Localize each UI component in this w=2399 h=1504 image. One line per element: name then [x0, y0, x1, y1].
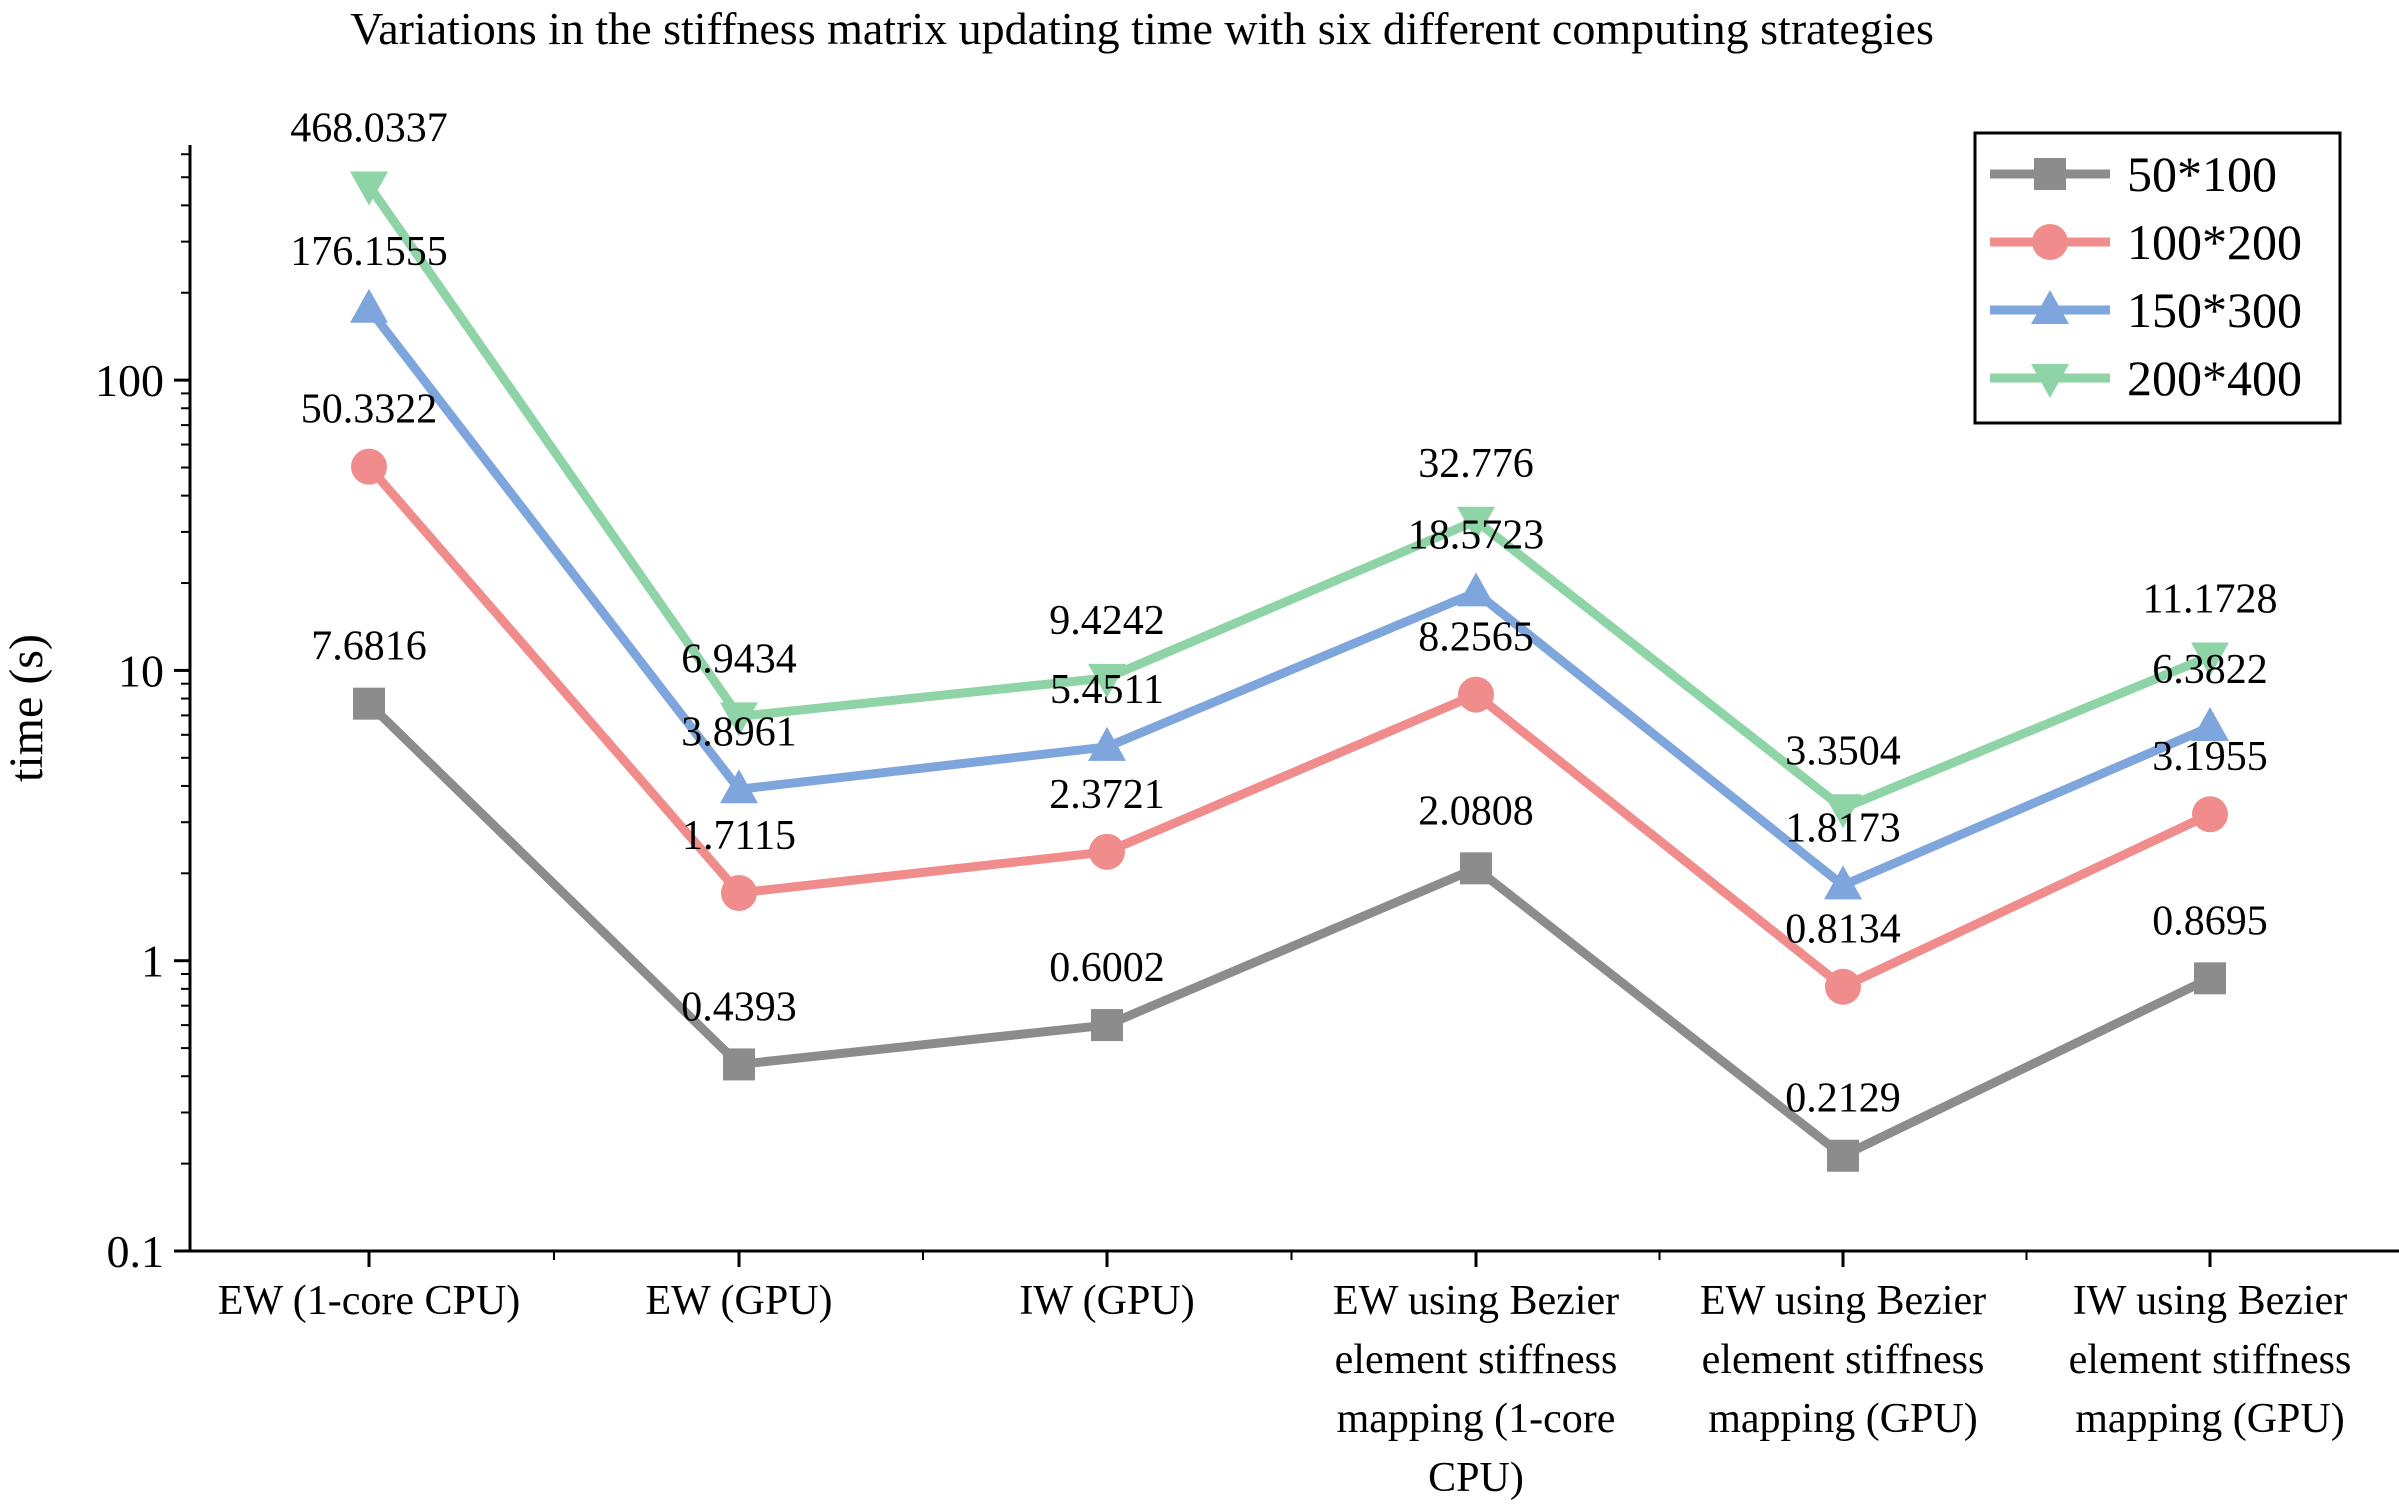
- data-label: 0.6002: [1049, 945, 1165, 991]
- data-labels: 7.6816 0.4393 0.6002 2.0808 0.2129 0.8695 50.3…: [290, 106, 2277, 1122]
- x-category-label-line: EW using Bezier: [1700, 1278, 1986, 1324]
- series-200*400: [350, 171, 2229, 829]
- data-label: 0.4393: [681, 984, 797, 1030]
- x-category-label: EW using Bezier element stiffness mapping …: [1700, 1278, 1986, 1442]
- data-label: 32.776: [1418, 441, 1534, 487]
- data-point-marker: [1089, 833, 1125, 870]
- data-label: 6.3822: [2152, 647, 2268, 693]
- x-category-label-line: EW (1-core CPU): [218, 1278, 520, 1324]
- x-category-label-line: EW using Bezier: [1333, 1278, 1619, 1324]
- data-label: 1.7115: [682, 813, 796, 859]
- data-label: 2.3721: [1049, 772, 1165, 818]
- data-point-marker: [721, 874, 757, 911]
- data-point-marker: [1091, 1009, 1123, 1042]
- x-category-label-line: CPU): [1428, 1455, 1524, 1501]
- legend-item: 100*200: [1990, 214, 2302, 270]
- data-point-marker: [1088, 726, 1126, 761]
- chart-title: Variations in the stiffness matrix updat…: [350, 3, 1934, 54]
- data-label: 8.2565: [1418, 615, 1534, 661]
- x-category-label: EW using Bezier element stiffness mapping …: [1333, 1278, 1619, 1501]
- legend-marker: [2032, 224, 2068, 260]
- y-axis-title: time (s): [0, 634, 53, 782]
- data-point-marker: [720, 702, 758, 737]
- y-tick-label: 100: [95, 355, 164, 406]
- x-category-label-line: element stiffness: [1702, 1337, 1985, 1383]
- x-category-label-line: element stiffness: [1335, 1337, 1618, 1383]
- data-label: 5.4511: [1050, 667, 1164, 713]
- series-line: [364, 462, 2215, 992]
- data-label: 11.1728: [2143, 576, 2278, 622]
- data-label: 468.0337: [290, 106, 448, 152]
- legend-item: 50*100: [1990, 146, 2277, 202]
- data-label: 2.0808: [1418, 788, 1534, 834]
- data-point-marker: [1460, 852, 1492, 885]
- data-point-marker: [1825, 968, 1861, 1005]
- data-label: 18.5723: [1408, 512, 1545, 558]
- axes: 0.1 1 10 100 EW (1-core CPU) EW (GPU) IW (GPU)…: [95, 145, 2399, 1501]
- y-tick-label: 1: [141, 936, 164, 987]
- x-category-label-line: EW (GPU): [645, 1278, 832, 1324]
- data-label: 3.1955: [2152, 734, 2268, 780]
- data-point-marker: [353, 687, 385, 720]
- legend-item: 200*400: [1990, 350, 2302, 406]
- data-label: 0.2129: [1785, 1076, 1901, 1122]
- series-100*200: [351, 448, 2228, 1005]
- series-150*300: [350, 288, 2229, 900]
- data-point-marker: [2194, 962, 2226, 995]
- x-category-label: IW using Bezier element stiffness mapping …: [2069, 1278, 2352, 1442]
- data-point-marker: [2191, 642, 2229, 677]
- y-tick-label: 0.1: [107, 1226, 165, 1277]
- series-layer: [350, 171, 2229, 1172]
- data-point-marker: [1457, 506, 1495, 541]
- legend-label: 200*400: [2127, 350, 2302, 406]
- legend-label: 50*100: [2127, 146, 2277, 202]
- data-point-marker: [1088, 663, 1126, 698]
- data-label: 7.6816: [311, 624, 427, 670]
- legend-label: 100*200: [2127, 214, 2302, 270]
- data-label: 0.8695: [2152, 898, 2268, 944]
- data-label: 50.3322: [301, 387, 438, 433]
- legend-item: 150*300: [1990, 282, 2302, 338]
- data-label: 0.8134: [1785, 907, 1901, 953]
- data-label: 3.3504: [1785, 728, 1901, 774]
- data-point-marker: [1457, 572, 1495, 607]
- x-category-label: EW (1-core CPU): [218, 1278, 520, 1324]
- data-point-marker: [2191, 707, 2229, 742]
- data-point-marker: [1458, 676, 1494, 713]
- data-label: 6.9434: [681, 636, 797, 682]
- data-point-marker: [351, 448, 387, 485]
- legend-marker: [2031, 364, 2069, 398]
- legend[interactable]: 50*100 100*200 150*300 200*400: [1973, 131, 2342, 425]
- data-point-marker: [720, 769, 758, 804]
- data-point-marker: [1827, 1139, 1859, 1172]
- x-category-label-line: IW using Bezier: [2073, 1278, 2347, 1324]
- series-line: [364, 304, 2215, 890]
- x-category-label-line: mapping (GPU): [2075, 1396, 2344, 1442]
- data-point-marker: [1824, 865, 1862, 900]
- x-category-label: EW (GPU): [645, 1278, 832, 1324]
- data-point-marker: [723, 1048, 755, 1081]
- data-label: 9.4242: [1049, 598, 1165, 644]
- x-category-label-line: mapping (1-core: [1337, 1396, 1616, 1442]
- legend-marker: [2034, 158, 2066, 190]
- data-label: 176.1555: [290, 229, 448, 275]
- series-line: [364, 181, 2215, 813]
- series-line: [364, 699, 2215, 1161]
- data-point-marker: [350, 171, 388, 206]
- legend-marker: [2031, 290, 2069, 324]
- x-category-label-line: mapping (GPU): [1708, 1396, 1977, 1442]
- data-point-marker: [2192, 796, 2228, 833]
- legend-label: 150*300: [2127, 282, 2302, 338]
- y-tick-label: 10: [118, 645, 164, 696]
- data-label: 1.8173: [1785, 805, 1901, 851]
- data-point-marker: [1824, 794, 1862, 829]
- series-50*100: [353, 687, 2226, 1172]
- x-category-label-line: IW (GPU): [1019, 1278, 1194, 1324]
- data-point-marker: [350, 288, 388, 323]
- data-label: 3.8961: [681, 709, 797, 755]
- x-category-label-line: element stiffness: [2069, 1337, 2352, 1383]
- x-category-label: IW (GPU): [1019, 1278, 1194, 1324]
